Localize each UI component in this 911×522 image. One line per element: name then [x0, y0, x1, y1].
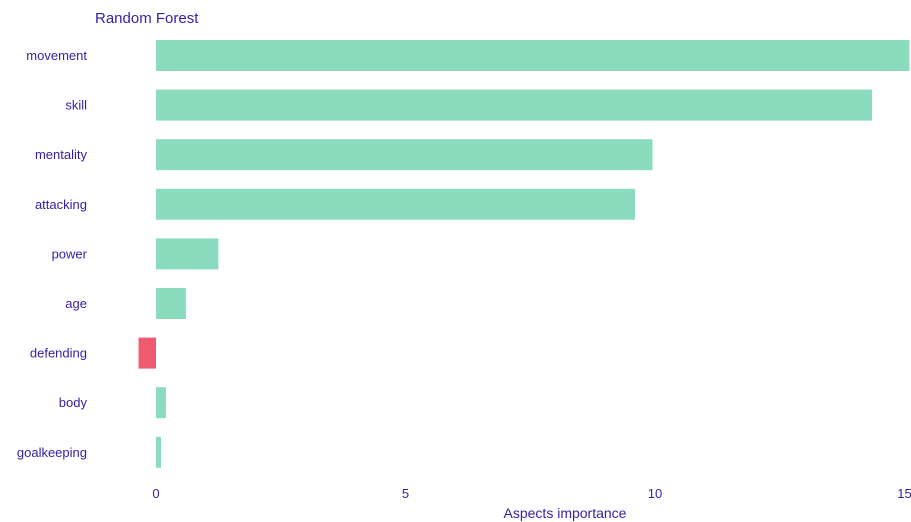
chart-title: Random Forest [95, 10, 199, 27]
category-label-skill: skill [65, 98, 87, 113]
category-label-goalkeeping: goalkeeping [17, 445, 87, 460]
category-label-attacking: attacking [35, 197, 87, 212]
bar-skill [156, 89, 873, 121]
bar-defending [138, 337, 156, 369]
category-label-movement: movement [26, 48, 87, 63]
category-label-body: body [59, 395, 88, 410]
bar-goalkeeping [156, 436, 161, 468]
bars-group [138, 40, 910, 468]
x-tick-label: 15 [897, 486, 911, 501]
category-label-mentality: mentality [35, 147, 88, 162]
x-tick-labels: 0 5 10 15 [152, 486, 911, 501]
bar-body [156, 387, 166, 419]
bar-power [156, 238, 219, 270]
bar-age [156, 288, 186, 319]
bar-movement [156, 40, 910, 71]
category-label-defending: defending [30, 346, 87, 361]
x-axis-label: Aspects importance [504, 505, 627, 521]
category-labels: movement skill mentality attacking power age d… [17, 48, 88, 460]
bar-mentality [156, 139, 653, 171]
bar-attacking [156, 188, 636, 220]
x-tick-label: 5 [402, 486, 409, 501]
x-tick-label: 10 [648, 486, 662, 501]
category-label-power: power [52, 246, 88, 261]
x-tick-label: 0 [152, 486, 159, 501]
category-label-age: age [65, 296, 87, 311]
